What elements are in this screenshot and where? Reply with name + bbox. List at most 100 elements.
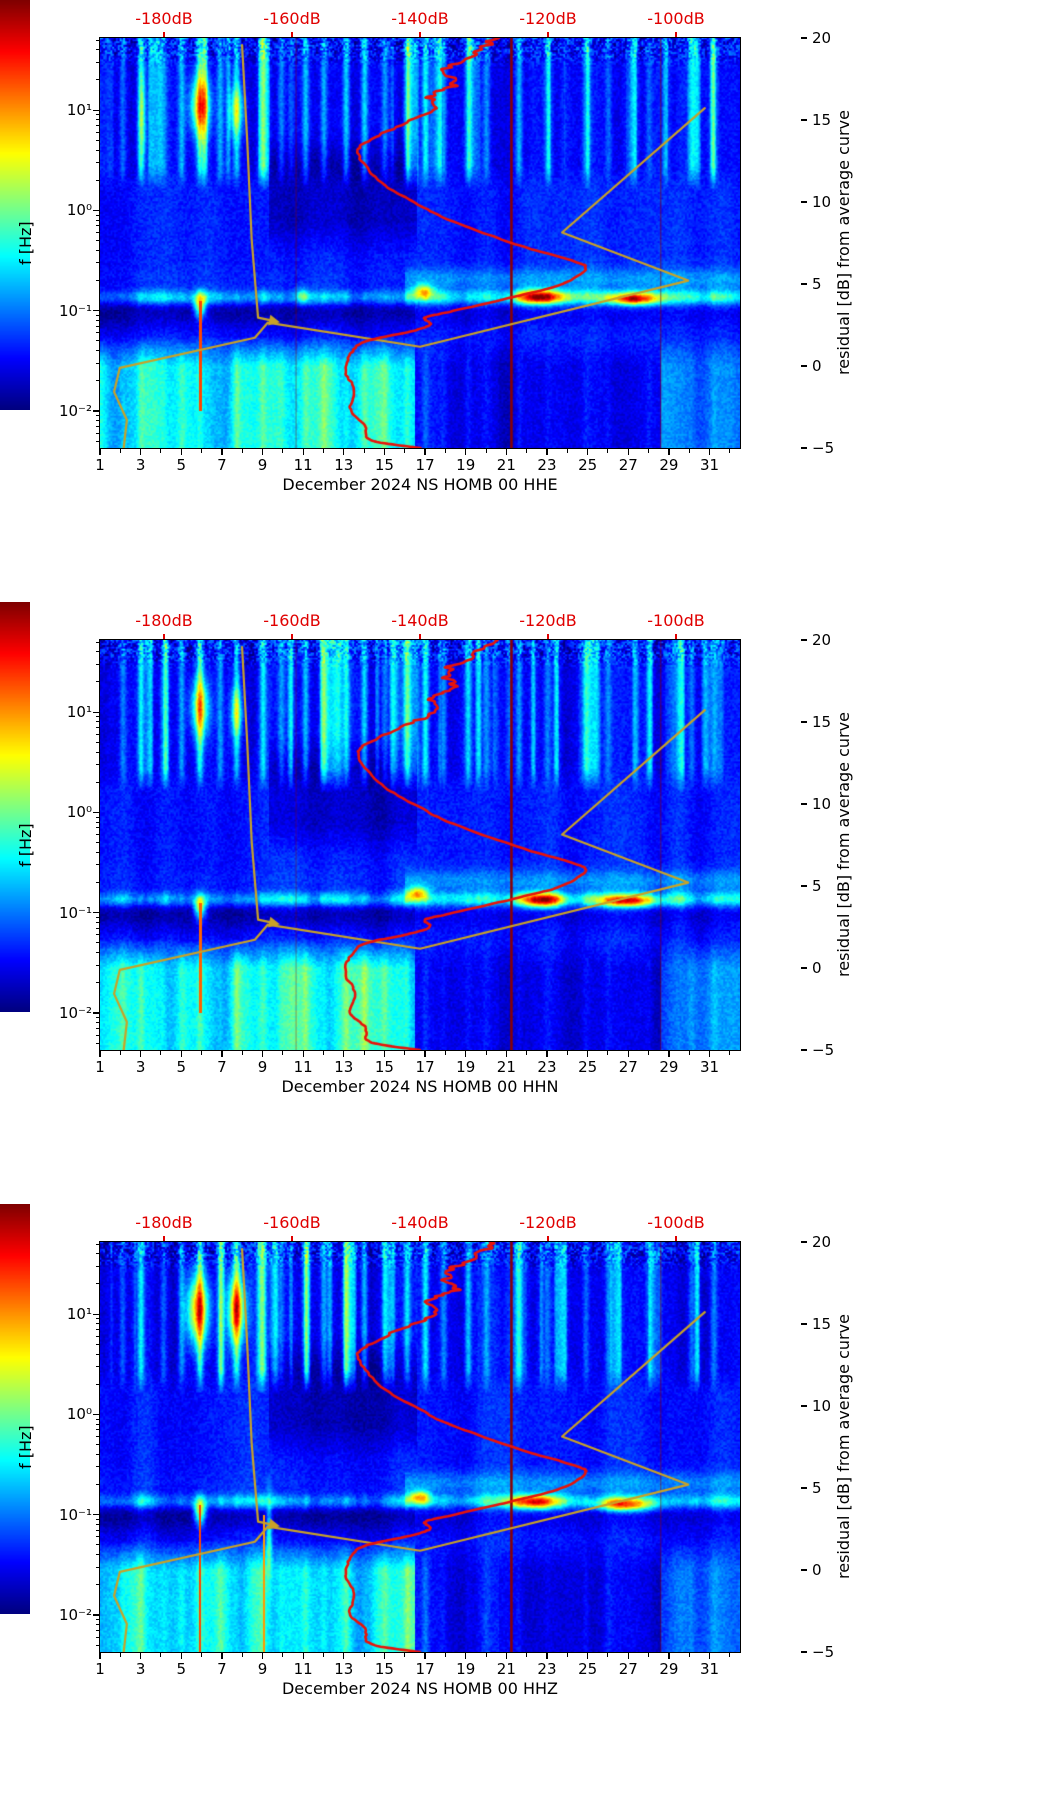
- x-tick-label: 25: [578, 456, 598, 474]
- y-minor-tick: [96, 1544, 100, 1546]
- x-tick: [708, 449, 711, 455]
- y-minor-tick: [96, 319, 100, 321]
- colorbar-gradient: [0, 1204, 30, 1614]
- x-tick: [586, 1653, 589, 1659]
- y-tick-label: 10¹: [66, 101, 92, 120]
- y-minor-tick: [96, 1366, 100, 1368]
- x-minor-tick: [160, 1653, 162, 1657]
- x-tick-label: 1: [95, 456, 105, 474]
- x-minor-tick: [688, 449, 690, 453]
- colorbar-label: residual [dB] from average curve: [834, 712, 853, 978]
- top-axis-tick: [291, 32, 293, 37]
- y-minor-tick: [96, 982, 100, 984]
- top-axis-db-label: -140dB: [391, 611, 449, 630]
- y-minor-tick: [96, 1323, 100, 1325]
- x-minor-tick: [729, 1051, 731, 1055]
- x-minor-tick: [404, 1653, 406, 1657]
- colorbar-tick-label: −5: [812, 1041, 835, 1059]
- y-minor-tick: [96, 1265, 100, 1267]
- x-tick: [261, 1051, 264, 1057]
- x-tick-label: 31: [699, 1058, 720, 1076]
- x-minor-tick: [201, 1653, 203, 1657]
- colorbar-tick: [801, 885, 807, 887]
- colorbar-tick: [801, 447, 807, 449]
- x-minor-tick: [160, 1051, 162, 1055]
- colorbar-tick-label: 10: [812, 193, 832, 211]
- top-axis-db-label: -180dB: [135, 1213, 193, 1232]
- y-minor-tick: [96, 916, 100, 918]
- x-tick: [221, 1051, 223, 1057]
- y-minor-tick: [96, 721, 100, 723]
- x-tick-label: 5: [176, 1058, 187, 1076]
- colorbar-tick: [801, 1323, 807, 1325]
- y-minor-tick: [96, 741, 100, 743]
- x-minor-tick: [363, 1051, 365, 1055]
- x-minor-tick: [485, 449, 487, 453]
- top-axis-db-label: -180dB: [135, 611, 193, 630]
- colorbar-tick-label: 0: [812, 1561, 822, 1579]
- y-tick: [93, 109, 100, 111]
- top-axis-db-label: -100dB: [647, 9, 705, 28]
- top-axis-tick: [419, 634, 421, 639]
- colorbar-tick-label: 20: [812, 29, 832, 47]
- spectrogram-panel: -180dB -160dB -140dB -120dB -100dB 1 3 5 7 9 11 13…: [0, 0, 1052, 602]
- x-minor-tick: [404, 449, 406, 453]
- y-minor-tick: [96, 119, 100, 121]
- x-minor-tick: [282, 1051, 284, 1055]
- x-tick: [708, 1653, 711, 1659]
- y-minor-tick: [96, 921, 100, 923]
- y-minor-tick: [96, 1636, 100, 1638]
- y-minor-tick: [96, 380, 100, 382]
- top-axis-db-label: -160dB: [263, 9, 321, 28]
- x-tick-label: 11: [293, 1660, 313, 1678]
- x-minor-tick: [282, 1653, 284, 1657]
- y-tick: [93, 711, 100, 713]
- x-tick: [99, 1051, 101, 1057]
- y-minor-tick: [96, 1629, 100, 1631]
- x-minor-tick: [322, 1051, 324, 1055]
- x-tick: [708, 1051, 711, 1057]
- x-minor-tick: [526, 1051, 528, 1055]
- y-minor-tick: [96, 1584, 100, 1586]
- y-minor-tick: [96, 934, 100, 936]
- x-minor-tick: [566, 449, 568, 453]
- colorbar-tick: [801, 967, 807, 969]
- y-minor-tick: [96, 49, 100, 51]
- y-tick: [93, 310, 100, 312]
- top-axis-db-label: -160dB: [263, 1213, 321, 1232]
- y-minor-tick: [96, 1022, 100, 1024]
- y-tick: [93, 1313, 100, 1315]
- x-minor-tick: [322, 1653, 324, 1657]
- x-tick: [627, 1051, 629, 1057]
- y-minor-tick: [96, 1343, 100, 1345]
- top-axis-tick: [291, 634, 293, 639]
- y-minor-tick: [96, 425, 100, 427]
- colorbar-tick-label: 15: [812, 1315, 832, 1333]
- x-tick-label: 7: [217, 1058, 227, 1076]
- y-minor-tick: [96, 1318, 100, 1320]
- y-minor-tick: [96, 1034, 100, 1036]
- x-tick-label: 13: [334, 1660, 354, 1678]
- y-minor-tick: [96, 1016, 100, 1018]
- x-tick-label: 3: [135, 1058, 146, 1076]
- x-tick: [627, 449, 629, 455]
- colorbar-tick: [801, 201, 807, 203]
- x-tick: [586, 449, 589, 455]
- colorbar-tick: [801, 283, 807, 285]
- y-tick-label: 10⁻¹: [58, 1505, 92, 1524]
- y-minor-tick: [96, 842, 100, 844]
- y-minor-tick: [96, 1253, 100, 1255]
- top-axis-tick: [675, 634, 677, 639]
- x-tick-label: 9: [257, 1660, 268, 1678]
- y-minor-tick: [96, 131, 100, 133]
- x-tick-label: 31: [699, 1660, 720, 1678]
- x-tick: [139, 1653, 142, 1659]
- y-minor-tick: [96, 1243, 100, 1245]
- x-tick: [343, 1051, 345, 1057]
- x-minor-tick: [526, 1653, 528, 1657]
- x-minor-tick: [241, 449, 243, 453]
- y-minor-tick: [96, 1554, 100, 1556]
- y-minor-tick: [96, 1027, 100, 1029]
- x-tick-label: 9: [257, 456, 268, 474]
- x-minor-tick: [485, 1653, 487, 1657]
